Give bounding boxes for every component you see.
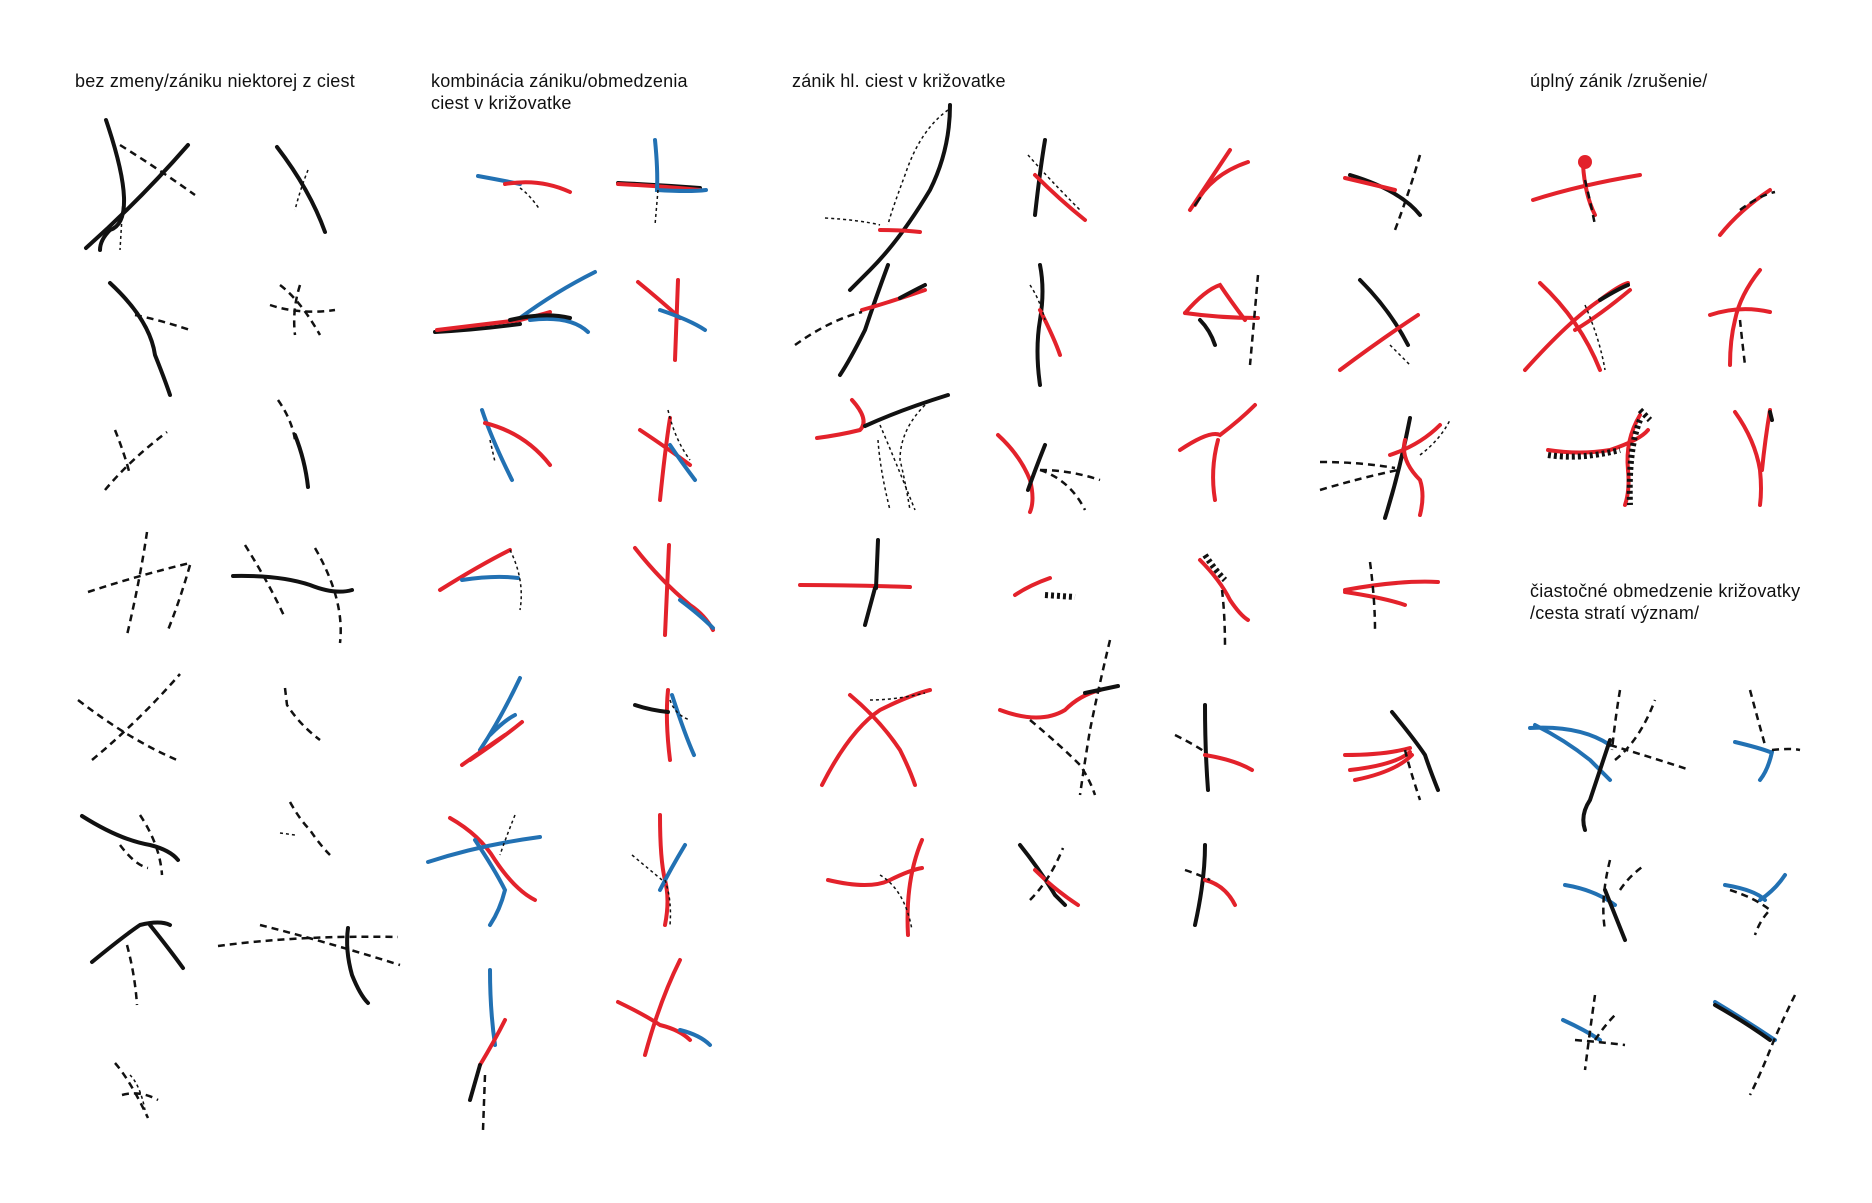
group-uplny-zanik [1523, 155, 1776, 507]
sketch-uplny-5 [1546, 407, 1653, 507]
heading-kombinacia: kombinácia zániku/obmedzenia ciest v kri… [431, 70, 688, 114]
sketch-komb-12 [631, 813, 687, 927]
sketch-bez-9 [77, 673, 181, 762]
sketch-komb-2 [616, 138, 708, 226]
sketch-zanik-1 [824, 103, 952, 292]
sketch-bez-8 [231, 544, 354, 644]
sketch-zanik-6 [1029, 263, 1062, 387]
heading-uplny-zanik: úplný zánik /zrušenie/ [1530, 71, 1708, 91]
sketch-zanik-5 [794, 263, 927, 377]
sketch-zanik-2 [1027, 138, 1087, 222]
sketch-bez-11 [80, 814, 180, 876]
heading-kombinacia-line1: kombinácia zániku/obmedzenia [431, 71, 688, 91]
sketch-zanik-14 [1013, 576, 1076, 600]
sketch-bez-5 [104, 429, 168, 491]
group-bez-zmeny [77, 118, 401, 1119]
sketch-zanik-22 [1018, 843, 1080, 907]
sketch-zanik-10 [996, 433, 1101, 514]
sketch-komb-6 [638, 409, 697, 502]
sketch-zanik-21 [826, 838, 924, 937]
sketch-komb-13 [468, 968, 507, 1131]
sketch-komb-14 [616, 958, 712, 1057]
sketch-bez-7 [87, 531, 192, 636]
heading-bez-zmeny: bez zmeny/zániku niektorej z ciest [75, 71, 355, 91]
sketch-zanik-16 [1343, 561, 1440, 631]
sketch-uplny-2 [1718, 188, 1776, 237]
sketch-ciast-3 [1563, 859, 1646, 942]
sketch-bez-3 [108, 281, 191, 397]
sketch-zanik-11 [1178, 403, 1257, 502]
sketch-uplny-3 [1523, 281, 1632, 372]
sketch-komb-11 [426, 814, 542, 927]
sketch-bez-15 [114, 1062, 159, 1119]
sketch-ciast-1 [1528, 689, 1691, 832]
sketch-komb-1 [476, 174, 572, 211]
sketch-komb-8 [633, 543, 715, 637]
heading-ciastocne-line1: čiastočné obmedzenie križovatky [1530, 581, 1801, 601]
sketch-zanik-19 [1174, 703, 1254, 792]
sketch-zanik-9 [815, 393, 950, 511]
sketch-ciast-6 [1713, 994, 1797, 1096]
sketch-ciast-2 [1733, 689, 1801, 782]
sketch-komb-9 [460, 676, 524, 767]
sketch-uplny-6 [1733, 408, 1774, 507]
sketch-bez-2 [275, 145, 327, 234]
sketch-ciast-5 [1561, 994, 1626, 1071]
sketch-zanik-20 [1343, 710, 1440, 801]
sketch-ciast-4 [1723, 873, 1787, 936]
sketch-komb-4 [636, 278, 707, 362]
sketch-bez-1 [84, 118, 196, 252]
sketch-zanik-13 [798, 538, 912, 627]
sketch-bez-10 [283, 687, 321, 741]
sketch-zanik-4 [1343, 154, 1422, 231]
sketch-zanik-8 [1338, 278, 1420, 372]
heading-ciastocne-line2: /cesta stratí význam/ [1530, 603, 1700, 623]
sketch-komb-10 [633, 688, 696, 762]
sketch-zanik-3 [1188, 148, 1250, 212]
sketch-zanik-23 [1184, 843, 1237, 927]
heading-kombinacia-line2: ciest v križovatke [431, 93, 572, 113]
heading-zanik-hl-ciest: zánik hl. ciest v križovatke [792, 71, 1006, 91]
sketch-bez-4 [269, 284, 336, 336]
sketch-komb-5 [480, 408, 552, 482]
sketch-bez-6 [276, 399, 310, 489]
heading-ciastocne-obmedzenie: čiastočné obmedzenie križovatky /cesta s… [1530, 580, 1800, 624]
sketch-zanik-7 [1183, 274, 1260, 366]
sketch-zanik-15 [1198, 553, 1250, 649]
sketch-bez-14 [217, 923, 401, 1005]
sketch-bez-13 [90, 920, 185, 1006]
group-ciastocne-obmedzenie [1528, 689, 1801, 1096]
sketch-uplny-4 [1708, 268, 1772, 367]
group-zanik-hl-ciest [794, 103, 1451, 937]
sketch-zanik-18 [998, 639, 1120, 796]
sketch-zanik-17 [820, 688, 932, 787]
sketch-komb-3 [433, 270, 597, 334]
sketch-zanik-12 [1319, 416, 1451, 520]
group-kombinacia [426, 138, 715, 1131]
sketch-uplny-1 [1531, 155, 1642, 226]
sketch-komb-7 [438, 548, 522, 611]
sketch-bez-12 [279, 801, 331, 856]
